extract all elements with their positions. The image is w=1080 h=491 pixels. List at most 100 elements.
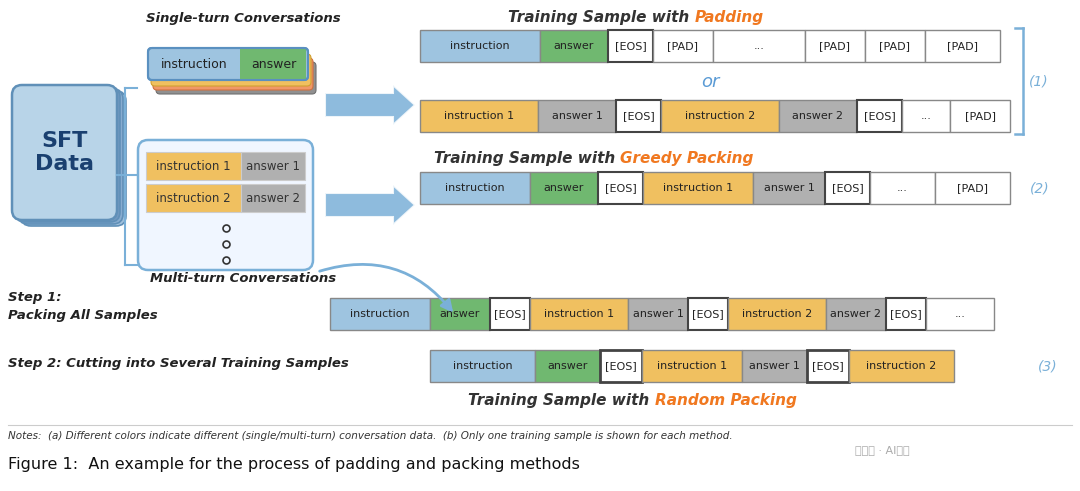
Text: [EOS]: [EOS]	[615, 41, 646, 51]
Bar	[146, 152, 241, 180]
Bar	[616, 100, 661, 132]
FancyBboxPatch shape	[153, 58, 313, 90]
Text: answer 1: answer 1	[552, 111, 603, 121]
FancyBboxPatch shape	[138, 140, 313, 270]
Text: [EOS]: [EOS]	[605, 183, 636, 193]
Text: Single-turn Conversations: Single-turn Conversations	[146, 11, 340, 25]
Polygon shape	[325, 185, 415, 225]
Text: Training Sample with: Training Sample with	[509, 9, 696, 25]
Text: answer 2: answer 2	[246, 191, 300, 204]
Bar	[420, 172, 530, 204]
Bar	[807, 350, 849, 382]
Bar	[858, 100, 902, 132]
Text: answer 1: answer 1	[750, 361, 800, 371]
Text: instruction: instruction	[161, 57, 227, 71]
Text: [PAD]: [PAD]	[879, 41, 910, 51]
Text: (3): (3)	[1038, 359, 1057, 373]
Text: SFT
Data: SFT Data	[35, 131, 94, 174]
Text: instruction: instruction	[453, 361, 512, 371]
Text: instruction: instruction	[445, 183, 504, 193]
Bar	[430, 350, 535, 382]
Bar	[420, 100, 538, 132]
Bar	[653, 30, 713, 62]
Text: instruction 2: instruction 2	[742, 309, 812, 319]
Bar	[430, 298, 490, 330]
FancyBboxPatch shape	[151, 54, 311, 86]
Bar	[241, 184, 305, 212]
Bar	[608, 30, 653, 62]
Text: instruction 1: instruction 1	[663, 183, 733, 193]
Text: answer: answer	[554, 41, 594, 51]
Bar	[742, 350, 807, 382]
Bar	[627, 298, 688, 330]
Text: answer: answer	[252, 57, 297, 71]
Text: answer 1: answer 1	[633, 309, 684, 319]
Polygon shape	[325, 85, 415, 125]
Text: instruction 1: instruction 1	[657, 361, 727, 371]
Bar	[241, 152, 305, 180]
Text: [EOS]: [EOS]	[812, 361, 843, 371]
Text: instruction: instruction	[350, 309, 409, 319]
Text: instruction 2: instruction 2	[157, 191, 231, 204]
Text: instruction 1: instruction 1	[157, 160, 231, 172]
Bar	[886, 298, 926, 330]
Text: instruction 2: instruction 2	[685, 111, 755, 121]
Bar	[661, 100, 779, 132]
Text: instruction 1: instruction 1	[544, 309, 615, 319]
Text: (2): (2)	[1030, 181, 1050, 195]
Text: Greedy Packing: Greedy Packing	[620, 151, 754, 165]
Text: answer 2: answer 2	[831, 309, 881, 319]
Text: answer 1: answer 1	[764, 183, 814, 193]
Bar	[240, 49, 306, 79]
Bar	[849, 350, 954, 382]
Text: answer: answer	[548, 361, 588, 371]
Bar	[538, 100, 616, 132]
Text: [EOS]: [EOS]	[832, 183, 863, 193]
Text: [EOS]: [EOS]	[605, 361, 637, 371]
FancyBboxPatch shape	[18, 89, 123, 224]
Text: [PAD]: [PAD]	[957, 183, 988, 193]
Text: Padding: Padding	[696, 9, 765, 25]
Bar	[642, 350, 742, 382]
Text: ...: ...	[897, 183, 908, 193]
Text: Notes:  (a) Different colors indicate different (single/multi-turn) conversation: Notes: (a) Different colors indicate dif…	[8, 431, 732, 441]
Bar	[825, 172, 870, 204]
Bar	[535, 350, 600, 382]
Text: [EOS]: [EOS]	[692, 309, 724, 319]
Text: answer 2: answer 2	[793, 111, 843, 121]
Bar	[643, 172, 753, 204]
Text: Packing All Samples: Packing All Samples	[8, 309, 158, 323]
Bar	[713, 30, 805, 62]
Text: Training Sample with: Training Sample with	[433, 151, 620, 165]
Text: [PAD]: [PAD]	[667, 41, 699, 51]
Text: Step 2: Cutting into Several Training Samples: Step 2: Cutting into Several Training Sa…	[8, 356, 349, 370]
Text: instruction 1: instruction 1	[444, 111, 514, 121]
Text: Multi-turn Conversations: Multi-turn Conversations	[150, 272, 336, 284]
Bar	[902, 100, 950, 132]
Bar	[530, 298, 627, 330]
Bar	[924, 30, 1000, 62]
Bar	[420, 30, 540, 62]
Bar	[530, 172, 598, 204]
Text: instruction 2: instruction 2	[866, 361, 936, 371]
Bar	[598, 172, 643, 204]
FancyBboxPatch shape	[12, 85, 117, 220]
Bar	[935, 172, 1010, 204]
Text: [PAD]: [PAD]	[964, 111, 996, 121]
Text: ...: ...	[754, 41, 765, 51]
Bar	[779, 100, 858, 132]
Text: [EOS]: [EOS]	[495, 309, 526, 319]
Text: [EOS]: [EOS]	[623, 111, 654, 121]
FancyBboxPatch shape	[21, 91, 126, 226]
Text: Figure 1:  An example for the process of padding and packing methods: Figure 1: An example for the process of …	[8, 458, 580, 472]
Bar	[826, 298, 886, 330]
Bar	[926, 298, 994, 330]
Text: answer 1: answer 1	[246, 160, 300, 172]
Bar	[146, 184, 241, 212]
Text: [EOS]: [EOS]	[864, 111, 895, 121]
Text: Training Sample with: Training Sample with	[469, 392, 654, 408]
Text: (1): (1)	[1029, 74, 1049, 88]
Bar	[805, 30, 865, 62]
Text: [PAD]: [PAD]	[820, 41, 851, 51]
Text: 公众号 · AI闲谈: 公众号 · AI闲谈	[855, 445, 909, 455]
